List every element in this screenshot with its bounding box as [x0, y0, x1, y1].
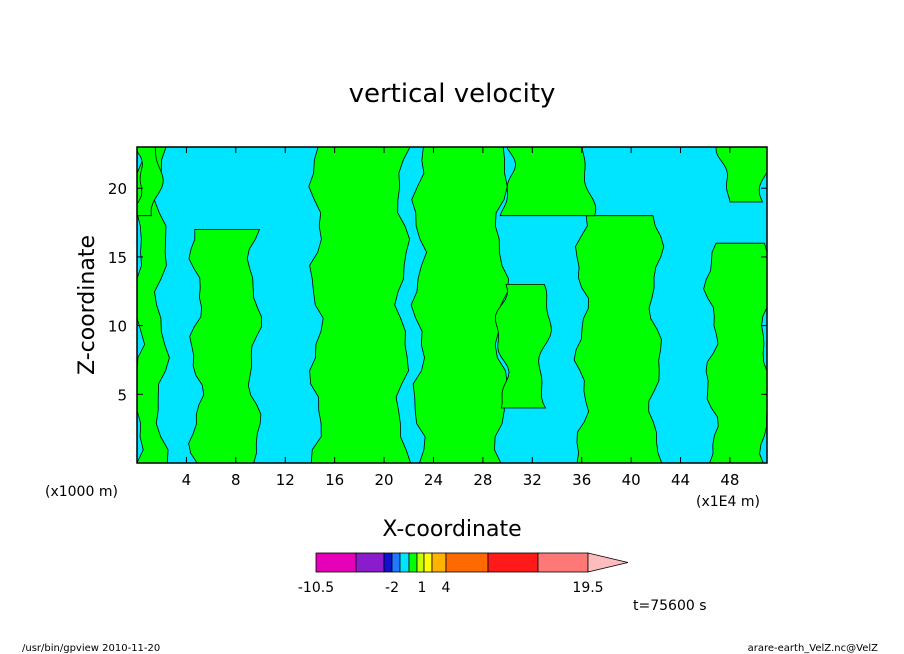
time-label: t=75600 s	[633, 598, 707, 614]
colorbar	[315, 552, 629, 573]
colorbar-arrow	[587, 552, 629, 573]
x-tick-label: 28	[473, 471, 492, 489]
x-axis-label: X-coordinate	[382, 517, 521, 542]
x-tick-label: 32	[523, 471, 542, 489]
colorbar-swatch	[445, 552, 489, 573]
colorbar-swatch	[391, 552, 401, 573]
colorbar-swatch	[315, 552, 357, 573]
x-axis-ticks: 4 8 12 16 20 24 28 32 36 40 44 48	[182, 147, 739, 489]
colorbar-swatch	[355, 552, 385, 573]
x-tick-label: 24	[424, 471, 443, 489]
x-tick-label: 36	[572, 471, 591, 489]
colorbar-label: 4	[442, 580, 451, 596]
y-tick-label: 10	[108, 318, 127, 336]
upward-region	[573, 215, 665, 464]
upward-region	[188, 229, 263, 464]
y-tick-label: 15	[108, 249, 127, 267]
footer-left: /usr/bin/gpview 2010-11-20	[22, 643, 160, 654]
upward-region	[494, 284, 552, 409]
colorbar-swatch	[431, 552, 447, 573]
chart-title: vertical velocity	[349, 79, 556, 109]
colorbar-labels: -10.5 -2 1 4 19.5	[298, 580, 604, 596]
colorbar-swatch	[399, 552, 410, 573]
colorbar-label: -10.5	[298, 580, 334, 596]
y-tick-label: 20	[108, 180, 127, 198]
colorbar-swatch	[383, 552, 393, 573]
plot-frame	[136, 146, 768, 464]
x-unit-right: (x1E4 m)	[696, 494, 760, 510]
x-tick-label: 4	[182, 471, 192, 489]
x-tick-label: 44	[671, 471, 690, 489]
colorbar-label: -2	[385, 580, 399, 596]
upward-region	[410, 146, 509, 464]
x-tick-label: 40	[622, 471, 641, 489]
colorbar-swatch	[408, 552, 418, 573]
y-tick-label: 5	[117, 386, 127, 404]
x-tick-label: 20	[375, 471, 394, 489]
x-tick-label: 12	[276, 471, 295, 489]
upward-region	[499, 146, 597, 217]
x-tick-label: 48	[720, 471, 739, 489]
colorbar-swatch	[487, 552, 539, 573]
plot-area	[136, 146, 768, 464]
y-axis-label: Z-coordinate	[75, 235, 100, 375]
footer-right: arare-earth_VelZ.nc@VelZ	[748, 643, 879, 654]
colorbar-swatch	[416, 552, 425, 573]
colorbar-swatch	[537, 552, 589, 573]
x-tick-label: 16	[325, 471, 344, 489]
colorbar-label: 1	[418, 580, 427, 596]
x-unit-left: (x1000 m)	[45, 484, 118, 500]
x-tick-label: 8	[231, 471, 241, 489]
colorbar-label: 19.5	[572, 580, 603, 596]
colorbar-swatch	[423, 552, 433, 573]
y-axis-ticks: 5 10 15 20	[108, 180, 767, 404]
